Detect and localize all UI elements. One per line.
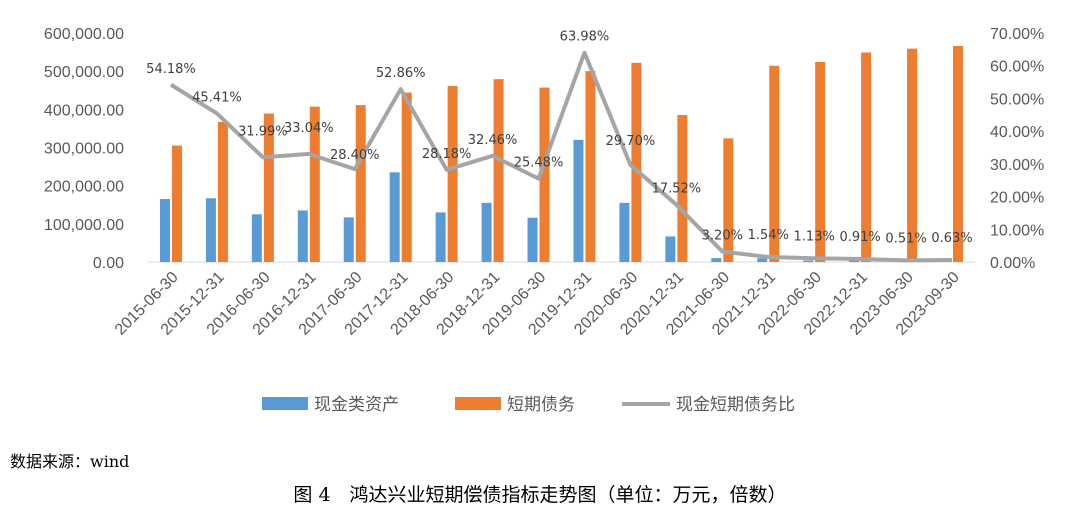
ratio-data-label: 33.04% bbox=[284, 121, 334, 136]
bars bbox=[159, 45, 964, 263]
legend-label: 现金短期债务比 bbox=[676, 395, 795, 415]
y-right-tick-label: 40.00% bbox=[990, 124, 1044, 141]
ratio-data-label: 3.20% bbox=[702, 229, 743, 244]
y-left-tick-label: 400,000.00 bbox=[44, 102, 124, 119]
ratio-data-label: 54.18% bbox=[146, 62, 196, 77]
ratio-data-label: 0.63% bbox=[931, 231, 972, 246]
bar-cash-assets bbox=[711, 258, 722, 262]
y-right-tick-label: 0.00% bbox=[990, 255, 1035, 272]
y-right-tick-label: 50.00% bbox=[990, 91, 1044, 108]
bar-cash-assets bbox=[435, 212, 446, 262]
chart: 0.00 100,000.00 200,000.00 300,000.00 400,00… bbox=[44, 26, 1044, 415]
y-left-tick-label: 100,000.00 bbox=[44, 217, 124, 234]
y-axis-left: 0.00 100,000.00 200,000.00 300,000.00 400,00… bbox=[44, 26, 124, 272]
bar-short-term-debt bbox=[585, 71, 596, 263]
legend-swatch bbox=[455, 397, 501, 410]
y-right-tick-label: 30.00% bbox=[990, 157, 1044, 174]
legend: 现金类资产 短期债务 现金短期债务比 bbox=[262, 395, 795, 415]
bar-cash-assets bbox=[573, 139, 584, 262]
ratio-data-label: 1.54% bbox=[748, 228, 789, 243]
legend-swatch bbox=[262, 397, 308, 410]
bar-cash-assets bbox=[343, 217, 354, 262]
bar-short-term-debt bbox=[861, 52, 872, 263]
bar-cash-assets bbox=[205, 198, 216, 262]
x-axis-ticks: 2015-06-302015-12-312016-06-302016-12-31… bbox=[112, 269, 963, 339]
bar-short-term-debt bbox=[631, 62, 642, 262]
y-right-tick-label: 60.00% bbox=[990, 59, 1044, 76]
bar-cash-assets bbox=[619, 202, 630, 262]
ratio-data-label: 28.40% bbox=[330, 148, 380, 163]
y-right-tick-label: 10.00% bbox=[990, 222, 1044, 239]
ratio-data-label: 28.18% bbox=[422, 147, 472, 162]
bar-cash-assets bbox=[757, 258, 768, 262]
bar-short-term-debt bbox=[401, 92, 412, 262]
ratio-data-label: 25.48% bbox=[514, 156, 564, 171]
bar-short-term-debt bbox=[493, 79, 504, 262]
ratio-data-label: 31.99% bbox=[238, 124, 288, 139]
bar-short-term-debt bbox=[355, 105, 366, 262]
y-left-tick-label: 200,000.00 bbox=[44, 179, 124, 196]
bar-short-term-debt bbox=[723, 138, 734, 262]
y-right-tick-label: 20.00% bbox=[990, 190, 1044, 207]
y-left-tick-label: 300,000.00 bbox=[44, 141, 124, 158]
figure-caption: 图 4 鸿达兴业短期偿债指标走势图（单位：万元，倍数） bbox=[293, 484, 787, 506]
y-axis-right: 0.00% 10.00% 20.00% 30.00% 40.00% 50.00% 60.00… bbox=[990, 26, 1044, 272]
legend-label: 短期债务 bbox=[507, 395, 575, 415]
bar-short-term-debt bbox=[907, 48, 918, 263]
y-right-tick-label: 70.00% bbox=[990, 26, 1044, 43]
ratio-data-label: 17.52% bbox=[652, 182, 702, 197]
y-left-tick-label: 600,000.00 bbox=[44, 26, 124, 43]
y-left-tick-label: 0.00 bbox=[93, 255, 124, 272]
bar-cash-assets bbox=[389, 172, 400, 262]
data-labels: 54.18% 45.41% 31.99%33.04% 28.40% 52.86% 28.1… bbox=[146, 30, 973, 247]
bar-short-term-debt bbox=[171, 145, 182, 262]
y-left-tick-label: 500,000.00 bbox=[44, 64, 124, 81]
ratio-data-label: 45.41% bbox=[192, 90, 242, 105]
bar-short-term-debt bbox=[217, 121, 228, 262]
ratio-data-label: 0.91% bbox=[839, 230, 880, 245]
bar-cash-assets bbox=[803, 260, 814, 262]
bar-cash-assets bbox=[665, 236, 676, 262]
ratio-data-label: 0.51% bbox=[885, 231, 926, 246]
bar-cash-assets bbox=[481, 202, 492, 262]
bar-short-term-debt bbox=[953, 45, 964, 262]
bar-short-term-debt bbox=[815, 62, 826, 262]
bar-short-term-debt bbox=[677, 115, 688, 262]
ratio-data-label: 63.98% bbox=[560, 30, 610, 45]
bar-cash-assets bbox=[527, 217, 538, 262]
bar-short-term-debt bbox=[539, 87, 550, 262]
bar-short-term-debt bbox=[309, 106, 320, 262]
source-note: 数据来源：wind bbox=[10, 452, 130, 471]
legend-label: 现金类资产 bbox=[314, 395, 399, 415]
bar-cash-assets bbox=[159, 199, 170, 262]
bar-cash-assets bbox=[251, 214, 262, 262]
ratio-data-label: 29.70% bbox=[606, 134, 656, 149]
ratio-line bbox=[169, 50, 953, 263]
ratio-data-label: 52.86% bbox=[376, 66, 426, 81]
ratio-data-label: 32.46% bbox=[468, 133, 518, 148]
bar-cash-assets bbox=[849, 260, 860, 262]
ratio-line-path bbox=[169, 50, 953, 263]
ratio-data-label: 1.13% bbox=[794, 229, 835, 244]
bar-short-term-debt bbox=[447, 86, 458, 262]
bar-cash-assets bbox=[297, 210, 308, 262]
bar-short-term-debt bbox=[263, 113, 274, 262]
bar-short-term-debt bbox=[769, 65, 780, 262]
